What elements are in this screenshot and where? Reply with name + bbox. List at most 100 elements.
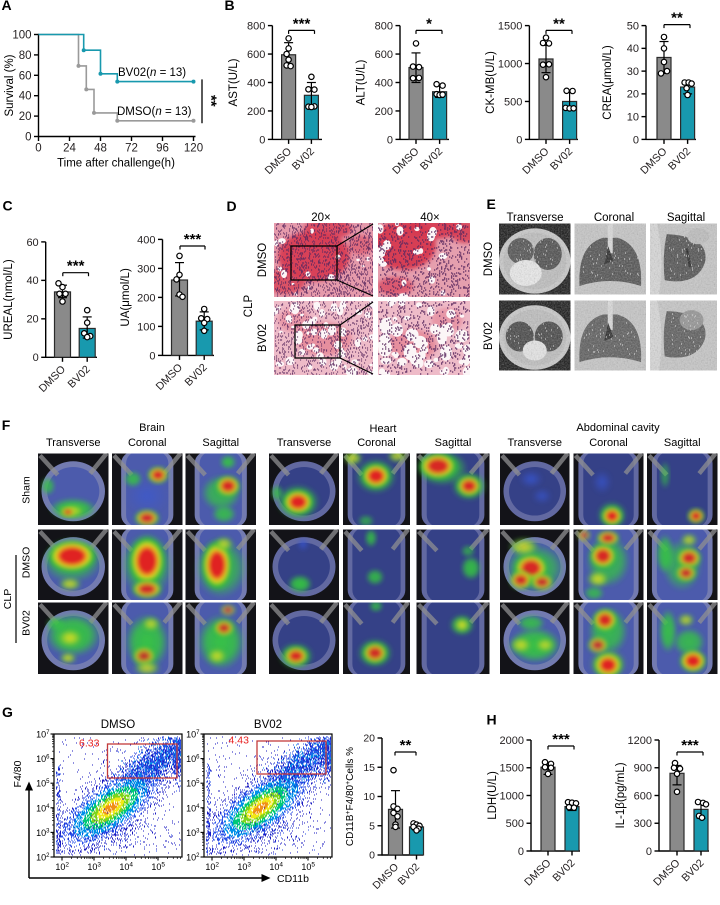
svg-text:Coronal: Coronal xyxy=(357,437,396,449)
svg-text:104: 104 xyxy=(119,862,133,873)
svg-text:20: 20 xyxy=(26,314,38,326)
svg-text:600: 600 xyxy=(634,790,652,802)
svg-text:60: 60 xyxy=(26,237,38,249)
svg-text:E: E xyxy=(487,196,496,212)
svg-text:10: 10 xyxy=(363,791,375,803)
svg-text:106: 106 xyxy=(186,754,200,764)
svg-text:0: 0 xyxy=(369,850,375,862)
svg-text:1200: 1200 xyxy=(628,735,652,747)
svg-text:30: 30 xyxy=(627,66,639,78)
svg-text:***: *** xyxy=(184,231,202,248)
svg-text:Brain: Brain xyxy=(139,422,165,434)
svg-text:CK-MB(U/L): CK-MB(U/L) xyxy=(485,51,497,114)
svg-text:UA(μmol/L): UA(μmol/L) xyxy=(120,268,132,327)
svg-text:BV02(n = 13): BV02(n = 13) xyxy=(118,67,186,79)
svg-text:0: 0 xyxy=(633,134,639,146)
svg-text:CLP: CLP xyxy=(243,294,255,317)
svg-text:15: 15 xyxy=(363,762,375,774)
svg-text:**: ** xyxy=(203,95,220,107)
svg-text:100: 100 xyxy=(12,30,31,42)
svg-text:105: 105 xyxy=(151,862,165,873)
svg-text:96: 96 xyxy=(156,143,169,155)
svg-text:H: H xyxy=(487,712,497,728)
svg-text:120: 120 xyxy=(184,143,203,155)
svg-text:0: 0 xyxy=(149,350,155,362)
svg-text:900: 900 xyxy=(634,763,652,775)
svg-text:C: C xyxy=(3,198,13,214)
svg-text:BV02: BV02 xyxy=(483,322,495,350)
svg-text:DMSO: DMSO xyxy=(257,243,269,278)
svg-text:104: 104 xyxy=(36,803,50,813)
svg-text:0: 0 xyxy=(35,143,41,155)
svg-text:D: D xyxy=(227,198,237,214)
svg-text:**: ** xyxy=(553,15,565,32)
svg-text:104: 104 xyxy=(186,803,200,813)
svg-text:103: 103 xyxy=(237,862,251,873)
svg-text:Transverse: Transverse xyxy=(46,437,101,449)
svg-text:UREAL(nmol/L): UREAL(nmol/L) xyxy=(3,259,15,340)
svg-text:F: F xyxy=(2,417,11,433)
svg-text:***: *** xyxy=(67,258,85,275)
svg-text:107: 107 xyxy=(186,730,200,740)
svg-text:72: 72 xyxy=(125,143,138,155)
svg-text:Transverse: Transverse xyxy=(506,212,563,224)
svg-text:***: *** xyxy=(293,15,311,32)
svg-text:400: 400 xyxy=(137,234,155,246)
svg-text:CLP: CLP xyxy=(2,589,14,609)
svg-text:Sagittal: Sagittal xyxy=(202,437,239,449)
svg-text:102: 102 xyxy=(36,853,50,863)
svg-text:103: 103 xyxy=(186,828,200,838)
svg-text:40: 40 xyxy=(627,43,639,55)
svg-text:Survival (%): Survival (%) xyxy=(4,54,16,116)
svg-text:1000: 1000 xyxy=(498,58,522,70)
svg-text:40: 40 xyxy=(26,275,38,287)
svg-text:1500: 1500 xyxy=(498,20,522,32)
svg-text:200: 200 xyxy=(137,292,155,304)
svg-text:**: ** xyxy=(671,10,683,27)
svg-text:500: 500 xyxy=(504,96,522,108)
svg-text:CREA(μmol/L): CREA(μmol/L) xyxy=(602,45,614,120)
svg-text:107: 107 xyxy=(36,730,50,740)
svg-text:6.33: 6.33 xyxy=(79,738,100,750)
svg-text:800: 800 xyxy=(375,20,393,32)
svg-text:1000: 1000 xyxy=(500,790,524,802)
svg-text:B: B xyxy=(225,0,235,13)
svg-text:200: 200 xyxy=(247,106,265,118)
svg-text:80: 80 xyxy=(19,50,32,62)
svg-text:Heart: Heart xyxy=(370,423,397,435)
svg-text:Coronal: Coronal xyxy=(128,437,167,449)
svg-text:200: 200 xyxy=(375,106,393,118)
svg-text:0: 0 xyxy=(387,134,393,146)
svg-text:1500: 1500 xyxy=(500,763,524,775)
svg-text:DMSO(n = 13): DMSO(n = 13) xyxy=(117,106,192,118)
svg-text:Sagittal: Sagittal xyxy=(664,437,701,449)
svg-text:BV02: BV02 xyxy=(257,324,269,352)
svg-text:A: A xyxy=(2,0,12,13)
svg-text:AST(U/L): AST(U/L) xyxy=(228,58,240,106)
svg-text:300: 300 xyxy=(137,263,155,275)
svg-text:40: 40 xyxy=(19,91,32,103)
svg-text:10: 10 xyxy=(627,111,639,123)
svg-text:***: *** xyxy=(552,731,570,748)
svg-text:Sagittal: Sagittal xyxy=(667,212,705,224)
svg-text:0: 0 xyxy=(259,134,265,146)
svg-text:24: 24 xyxy=(63,143,76,155)
svg-text:105: 105 xyxy=(186,779,200,789)
svg-text:106: 106 xyxy=(36,754,50,764)
svg-text:**: ** xyxy=(400,737,412,754)
svg-text:103: 103 xyxy=(36,828,50,838)
svg-text:2000: 2000 xyxy=(500,735,524,747)
svg-text:Time after challenge(h): Time after challenge(h) xyxy=(57,158,175,170)
svg-text:48: 48 xyxy=(94,143,107,155)
svg-text:Transverse: Transverse xyxy=(277,437,332,449)
svg-text:DMSO: DMSO xyxy=(483,242,495,277)
svg-text:20: 20 xyxy=(363,733,375,745)
svg-text:IL-1β(pg/mL): IL-1β(pg/mL) xyxy=(615,762,627,828)
svg-text:800: 800 xyxy=(247,20,265,32)
svg-text:Transverse: Transverse xyxy=(507,437,562,449)
svg-text:400: 400 xyxy=(247,77,265,89)
svg-text:102: 102 xyxy=(205,862,219,873)
svg-text:BV02: BV02 xyxy=(21,610,33,636)
svg-text:Abdominal cavity: Abdominal cavity xyxy=(576,422,660,434)
svg-text:40×: 40× xyxy=(420,212,440,224)
